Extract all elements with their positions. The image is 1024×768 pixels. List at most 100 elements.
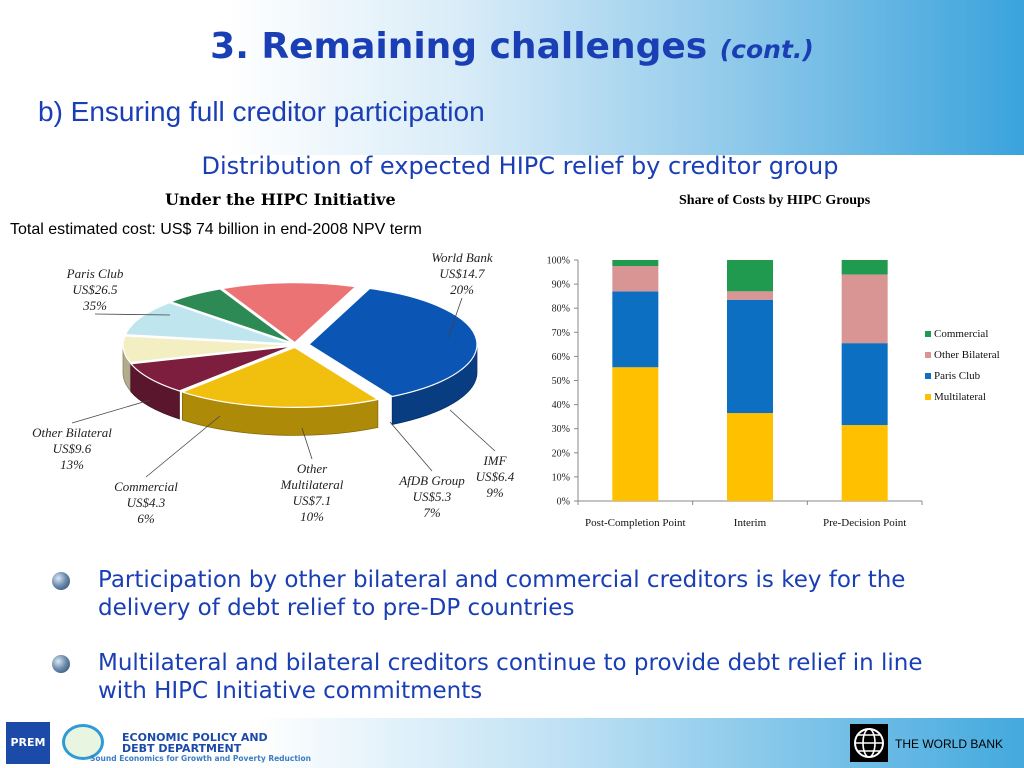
pie-leader-line (389, 421, 433, 472)
bar-segment (612, 291, 659, 368)
y-tick-label: 70% (552, 328, 570, 339)
bar-chart: 0% 10% 20% 30% 40% 50% 60% 70% 80% 90% 100% Post-Co… (547, 256, 1000, 530)
pie-slice (122, 335, 292, 364)
bullet-item: Multilateral and bilateral creditors con… (52, 649, 952, 705)
bar-segment (841, 425, 888, 501)
pie-leader-line (94, 313, 171, 316)
pie-chart-title: Under the HIPC Initiative (165, 190, 396, 209)
svg-text:10%: 10% (300, 509, 324, 524)
y-tick-label: 80% (552, 304, 570, 315)
pie-leader-line (145, 415, 221, 478)
bar-segment (612, 367, 659, 501)
svg-text:9%: 9% (486, 485, 504, 500)
svg-text:US$26.5: US$26.5 (72, 282, 118, 297)
svg-text:US$9.6: US$9.6 (53, 441, 92, 456)
svg-text:US$5.3: US$5.3 (413, 489, 452, 504)
y-tick-label: 0% (557, 497, 570, 508)
bullet-icon (52, 655, 70, 673)
y-tick-label: 60% (552, 352, 570, 363)
svg-text:13%: 13% (60, 457, 84, 472)
pie-slice (180, 346, 380, 408)
bar-segment (727, 260, 773, 292)
bar-segment (612, 266, 659, 292)
bar-segment (612, 260, 659, 267)
svg-text:US$4.3: US$4.3 (127, 495, 166, 510)
bar-segment (727, 291, 773, 300)
svg-text:AfDB Group: AfDB Group (398, 473, 465, 488)
legend-swatch (925, 394, 931, 400)
pie-slice (129, 345, 292, 392)
y-tick-label: 20% (552, 448, 570, 459)
bullet-text: Participation by other bilateral and com… (98, 567, 906, 621)
bullet-text: Multilateral and bilateral creditors con… (98, 650, 923, 704)
pie-leader-line (301, 427, 313, 460)
bar-segment (727, 413, 773, 501)
svg-text:Commercial: Commercial (114, 479, 178, 494)
bar-segment (841, 274, 888, 344)
svg-text:Multilateral: Multilateral (280, 477, 344, 492)
world-bank-globe-icon (850, 724, 888, 762)
y-tick-label: 100% (547, 256, 570, 267)
pie-leader-line (449, 409, 496, 452)
department-line-1: ECONOMIC POLICY AND (122, 731, 268, 744)
pie-slice (220, 282, 357, 344)
svg-text:Other: Other (297, 461, 328, 476)
bar-segment (727, 299, 773, 414)
svg-text:IMF: IMF (482, 453, 507, 468)
x-tick-label: Pre-Decision Point (823, 517, 906, 529)
pie-chart-note: Total estimated cost: US$ 74 billion in … (10, 221, 422, 238)
y-tick-label: 90% (552, 280, 570, 291)
y-tick-label: 50% (552, 376, 570, 387)
y-tick-label: 30% (552, 424, 570, 435)
bar-chart-title: Share of Costs by HIPC Groups (679, 193, 871, 208)
bullet-item: Participation by other bilateral and com… (52, 566, 952, 622)
header-band (0, 0, 1024, 155)
legend-label: Multilateral (934, 391, 986, 403)
legend-swatch (925, 352, 931, 358)
svg-text:35%: 35% (82, 298, 107, 313)
svg-text:World Bank: World Bank (431, 250, 492, 265)
slide-title: 3. Remaining challenges (cont.) (0, 26, 1024, 67)
svg-text:6%: 6% (137, 511, 155, 526)
bar-segment (841, 260, 888, 275)
bullet-icon (52, 572, 70, 590)
legend-label: Other Bilateral (934, 349, 1000, 361)
chart-heading: Distribution of expected HIPC relief by … (201, 152, 839, 180)
legend-swatch (925, 331, 931, 337)
x-tick-label: Interim (734, 517, 767, 529)
pie-leader-line (71, 399, 151, 424)
footer-band: PREM ECONOMIC POLICY AND DEBT DEPARTMENT… (0, 718, 1024, 768)
svg-text:US$14.7: US$14.7 (439, 266, 485, 281)
legend-swatch (925, 373, 931, 379)
pie-leader-line (447, 297, 463, 339)
svg-text:Other Bilateral: Other Bilateral (32, 425, 112, 440)
pie-slice (124, 302, 292, 345)
legend-label: Paris Club (934, 370, 981, 382)
bullet-list: Participation by other bilateral and com… (52, 566, 952, 732)
svg-text:7%: 7% (423, 505, 441, 520)
slide-subtitle: b) Ensuring full creditor participation (38, 96, 485, 127)
svg-text:US$6.4: US$6.4 (476, 469, 515, 484)
y-tick-label: 10% (552, 472, 570, 483)
svg-text:20%: 20% (450, 282, 474, 297)
bar-segment (841, 343, 888, 426)
title-main: 3. Remaining challenges (210, 26, 708, 67)
prem-logo: PREM (6, 722, 50, 764)
department-line-2: DEBT DEPARTMENT (122, 742, 242, 755)
department-name: ECONOMIC POLICY AND DEBT DEPARTMENT (122, 732, 268, 754)
pie-slice (168, 288, 294, 344)
svg-text:US$7.1: US$7.1 (293, 493, 332, 508)
world-bank-name: THE WORLD BANK (895, 737, 1004, 751)
x-tick-label: Post-Completion Point (585, 517, 686, 529)
title-suffix: (cont.) (719, 35, 814, 64)
y-tick-label: 40% (552, 400, 570, 411)
pie-slice (307, 287, 478, 398)
epdd-leaf-logo-icon (62, 724, 104, 760)
svg-text:Paris Club: Paris Club (66, 266, 124, 281)
